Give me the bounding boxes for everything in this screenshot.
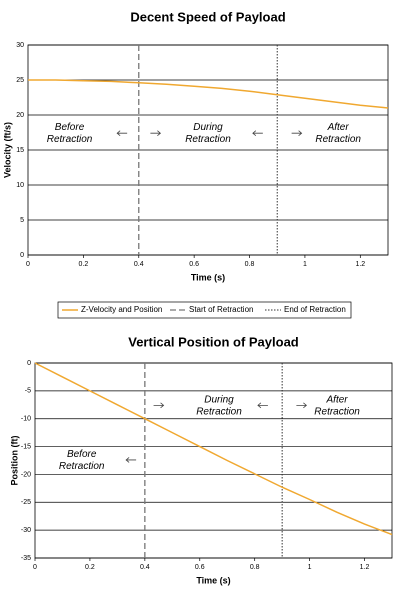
x-tick-label: 0 [26,261,30,268]
y-tick-label: -25 [21,499,31,506]
annotation-line: Retraction [196,406,242,417]
y-axis-label: Position (ft) [9,436,19,486]
legend-label: Start of Retraction [189,305,253,314]
y-tick-label: -5 [25,388,31,395]
annotation-line: Retraction [314,406,360,417]
y-tick-label: 15 [16,147,24,154]
annotation-line: Before [67,449,97,460]
annotation-line: Retraction [315,134,361,145]
legend-box [57,301,352,319]
y-tick-label: 0 [27,360,31,367]
annotation-line: After [327,122,350,133]
y-tick-label: 10 [16,182,24,189]
x-tick-label: 0.4 [140,564,150,571]
x-tick-label: 0.2 [85,564,95,571]
annotation: During Retraction [196,394,242,417]
arrow [150,130,162,137]
chart-title: Vertical Position of Payload [128,334,299,349]
x-tick-label: 0.8 [250,564,260,571]
y-tick-label: -30 [21,527,31,534]
arrow [252,130,263,137]
data-line [34,362,393,536]
x-tick-label: 1.2 [355,261,365,268]
y-tick-label: 0 [20,252,24,259]
data-line [28,79,389,109]
y-tick-label: 20 [16,112,24,119]
x-axis-label: Time (s) [196,575,230,585]
legend-label: Z-Velocity and Position [81,305,162,314]
y-tick-label: -35 [21,555,31,562]
annotation: During Retraction [185,122,231,145]
x-tick-label: 0.4 [134,261,144,268]
arrow [257,402,268,409]
y-tick-label: -15 [21,443,31,450]
x-tick-label: 0.6 [195,564,205,571]
y-axis-label: Velocity (ft/s) [2,122,12,178]
x-tick-label: 0 [33,564,37,571]
annotation: After Retraction [315,122,361,145]
annotation: Before Retraction [59,449,105,472]
x-tick-label: 1 [303,261,307,268]
x-tick-label: 1.2 [360,564,370,571]
annotation-line: Before [55,122,85,133]
arrow [153,402,165,409]
annotation-line: Retraction [185,134,231,145]
arrow [291,130,303,137]
annotation: Before Retraction [47,122,93,145]
annotation-line: After [326,394,349,405]
x-tick-label: 0.8 [245,261,255,268]
x-axis-label: Time (s) [191,272,225,282]
y-tick-label: 25 [16,77,24,84]
arrow [116,130,128,137]
arrow [125,457,137,463]
y-tick-label: -20 [21,471,31,478]
annotation-line: During [204,394,234,405]
chart-title: Decent Speed of Payload [130,9,285,24]
x-tick-label: 0.6 [189,261,199,268]
annotation-line: Retraction [47,134,93,145]
arrow [296,402,308,409]
y-tick-label: 5 [20,217,24,224]
legend-label: End of Retraction [284,305,346,314]
y-tick-label: 30 [16,42,24,49]
x-tick-label: 0.2 [79,261,89,268]
annotation: After Retraction [314,394,360,417]
y-tick-label: -10 [21,416,31,423]
x-tick-label: 1 [308,564,312,571]
annotation-line: During [193,122,223,133]
annotation-line: Retraction [59,461,105,472]
